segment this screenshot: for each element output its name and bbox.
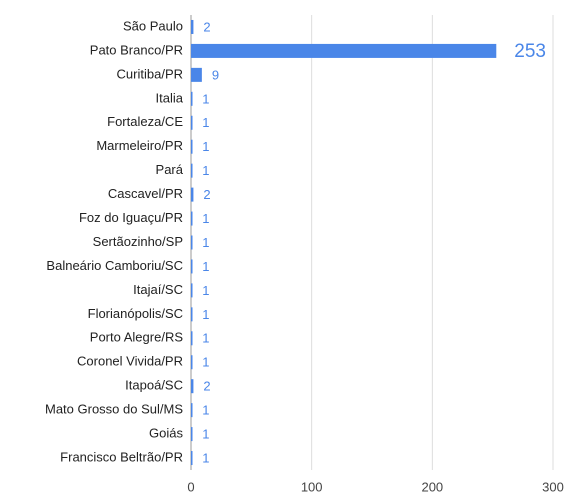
- y-tick-label: Coronel Vivida/PR: [77, 354, 183, 369]
- data-label: 2: [203, 379, 210, 394]
- data-label: 1: [202, 283, 209, 298]
- data-label: 1: [202, 355, 209, 370]
- y-tick-label: Itajaí/SC: [133, 282, 183, 297]
- bar: [191, 19, 194, 34]
- bar: [191, 283, 193, 298]
- y-tick-label: Mato Grosso do Sul/MS: [45, 402, 183, 417]
- bar: [191, 67, 202, 82]
- y-tick-label: Pará: [156, 162, 184, 177]
- data-label: 1: [202, 259, 209, 274]
- x-tick-label: 300: [542, 479, 564, 494]
- x-tick-label: 200: [421, 479, 443, 494]
- bar: [191, 43, 497, 58]
- x-tick-label: 100: [301, 479, 323, 494]
- bar: [191, 235, 193, 250]
- data-label: 1: [202, 235, 209, 250]
- bar: [191, 115, 193, 130]
- y-tick-label: Cascavel/PR: [108, 186, 183, 201]
- data-label: 1: [202, 211, 209, 226]
- data-label: 1: [202, 139, 209, 154]
- data-label: 1: [202, 427, 209, 442]
- y-tick-label: Balneário Camboriu/SC: [46, 258, 183, 273]
- bar: [191, 427, 193, 442]
- y-tick-label: Sertãozinho/SP: [93, 234, 183, 249]
- bar: [191, 91, 193, 106]
- y-tick-label: Curitiba/PR: [117, 66, 183, 81]
- data-label: 9: [212, 67, 219, 82]
- bar: [191, 211, 193, 226]
- bar: [191, 379, 194, 394]
- y-tick-label: Pato Branco/PR: [90, 42, 183, 57]
- y-tick-label: São Paulo: [123, 18, 183, 33]
- y-tick-label: Porto Alegre/RS: [90, 330, 184, 345]
- y-tick-label: Italia: [156, 90, 184, 105]
- data-label: 1: [202, 450, 209, 465]
- data-label: 1: [202, 403, 209, 418]
- data-label: 253: [514, 41, 546, 62]
- y-tick-label: Marmeleiro/PR: [96, 138, 183, 153]
- y-tick-label: Goiás: [149, 426, 183, 441]
- data-label: 1: [202, 307, 209, 322]
- data-label: 1: [202, 91, 209, 106]
- bar: [191, 163, 193, 178]
- y-tick-label: Fortaleza/CE: [107, 114, 183, 129]
- data-label: 2: [203, 19, 210, 34]
- y-tick-label: Itapoá/SC: [125, 378, 183, 393]
- bar: [191, 331, 193, 346]
- bar: [191, 403, 193, 418]
- y-tick-label: Florianópolis/SC: [88, 306, 183, 321]
- data-label: 1: [202, 163, 209, 178]
- data-label: 2: [203, 187, 210, 202]
- bar: [191, 139, 193, 154]
- bar: [191, 187, 194, 202]
- y-tick-label: Foz do Iguaçu/PR: [79, 210, 183, 225]
- bar: [191, 259, 193, 274]
- data-label: 1: [202, 331, 209, 346]
- bar: [191, 451, 193, 466]
- y-tick-label: Francisco Beltrão/PR: [60, 449, 183, 464]
- x-tick-label: 0: [187, 479, 194, 494]
- bar: [191, 307, 193, 322]
- bar: [191, 355, 193, 370]
- data-label: 1: [202, 115, 209, 130]
